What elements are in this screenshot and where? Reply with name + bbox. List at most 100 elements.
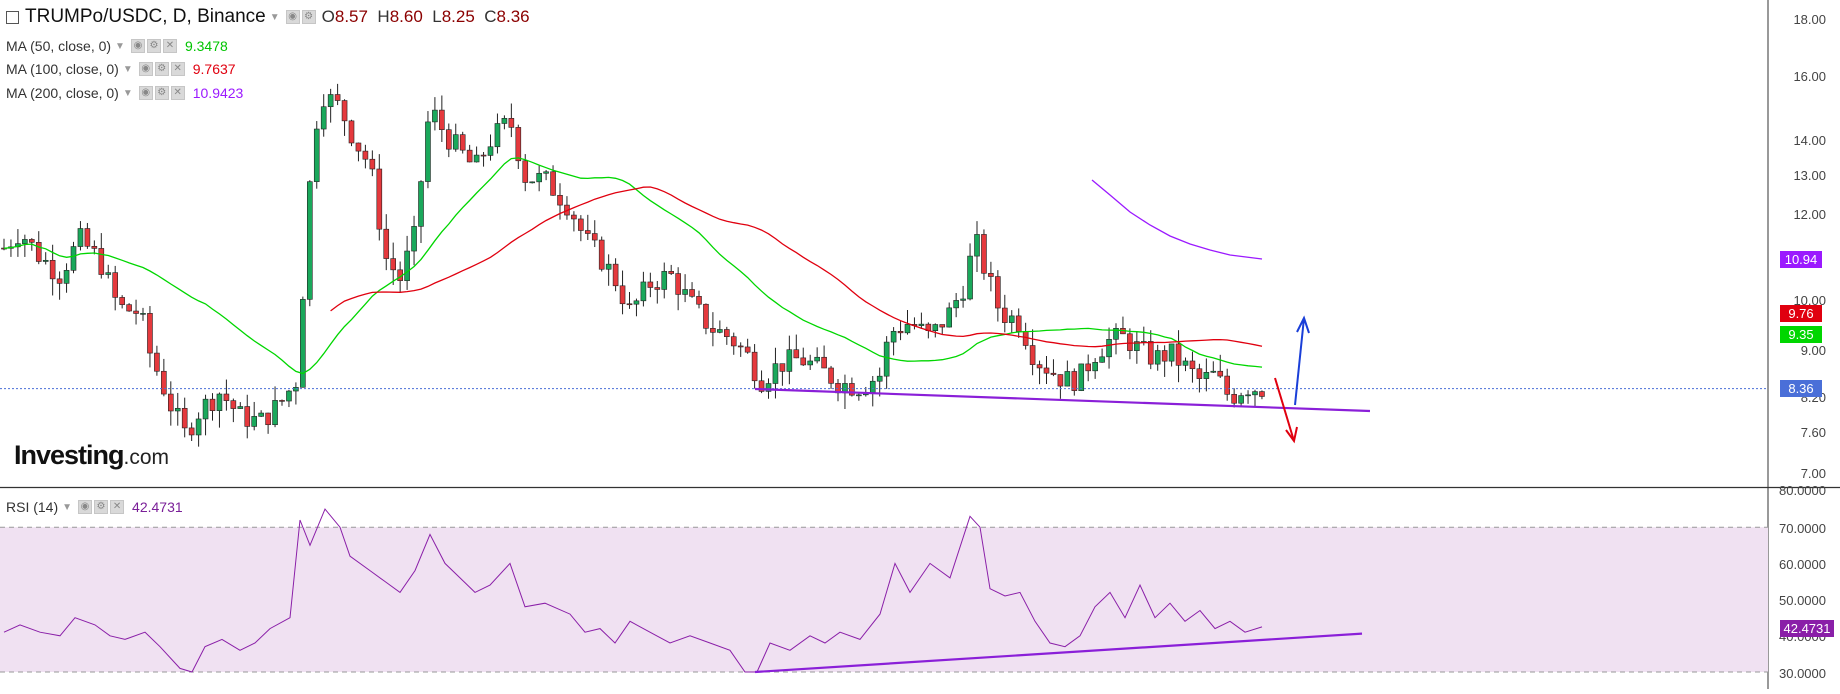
rsi-tick: 70.0000 bbox=[1779, 521, 1826, 536]
visibility-icon[interactable]: ◉ bbox=[130, 39, 145, 53]
candle-body bbox=[272, 400, 278, 426]
close-icon[interactable]: ✕ bbox=[170, 62, 185, 76]
ma50-label[interactable]: MA (50, close, 0) bbox=[6, 38, 112, 54]
candle-body bbox=[584, 230, 591, 234]
candle-body bbox=[814, 356, 820, 362]
chevron-down-icon[interactable]: ▼ bbox=[122, 63, 133, 75]
candle-body bbox=[612, 263, 619, 287]
candle-body bbox=[91, 245, 98, 249]
candle-body bbox=[668, 271, 675, 274]
candle-body bbox=[856, 394, 862, 397]
candle-body bbox=[793, 349, 800, 359]
candle-body bbox=[988, 272, 994, 277]
candle-body bbox=[876, 375, 883, 382]
rsi-legend: RSI (14) ▼ ◉ ⚙ ✕ 42.4731 bbox=[6, 499, 183, 515]
rsi-line bbox=[3, 508, 1263, 673]
candle-body bbox=[1189, 360, 1196, 370]
candle-body bbox=[786, 349, 793, 372]
rsi-tick: 60.0000 bbox=[1779, 557, 1826, 572]
chevron-down-icon[interactable]: ▼ bbox=[115, 40, 125, 52]
candle-body bbox=[355, 142, 362, 152]
close-icon[interactable]: ✕ bbox=[170, 86, 185, 100]
candle-body bbox=[202, 398, 209, 420]
candle-body bbox=[1022, 331, 1029, 346]
candle-body bbox=[445, 129, 452, 150]
rsi-tick: 30.0000 bbox=[1779, 666, 1826, 681]
close-icon[interactable]: ✕ bbox=[110, 500, 125, 514]
candle-body bbox=[439, 109, 445, 130]
candle-body bbox=[571, 214, 577, 220]
visibility-icon[interactable]: ◉ bbox=[138, 62, 153, 76]
candle-body bbox=[161, 370, 167, 395]
candle-body bbox=[1134, 341, 1140, 351]
candle-body bbox=[661, 271, 668, 290]
gear-icon[interactable]: ⚙ bbox=[154, 62, 169, 76]
candle-body bbox=[1154, 350, 1161, 365]
gear-icon[interactable]: ⚙ bbox=[154, 86, 169, 100]
candle-body bbox=[188, 427, 195, 436]
price-tick: 12.00 bbox=[1793, 207, 1826, 222]
candle-body bbox=[42, 259, 49, 262]
collapse-icon[interactable] bbox=[6, 10, 19, 24]
candle-body bbox=[869, 380, 876, 393]
candle-body bbox=[1106, 339, 1112, 358]
ohlc-readout: O8.57 H8.60 L8.25 C8.36 bbox=[322, 7, 530, 27]
candle-body bbox=[605, 263, 612, 270]
gear-icon[interactable]: ⚙ bbox=[94, 500, 109, 514]
chevron-down-icon[interactable]: ▼ bbox=[269, 11, 280, 23]
close-icon[interactable]: ✕ bbox=[162, 39, 177, 53]
candle-body bbox=[654, 287, 661, 290]
candle-body bbox=[466, 149, 473, 163]
candle-body bbox=[300, 299, 306, 388]
candle-body bbox=[1217, 370, 1224, 377]
ma100-legend: MA (100, close, 0) ▼ ◉ ⚙ ✕ 9.7637 bbox=[6, 61, 236, 77]
candle-body bbox=[425, 121, 431, 182]
chevron-down-icon[interactable]: ▼ bbox=[122, 87, 133, 99]
candle-body bbox=[195, 418, 202, 436]
high-label: H bbox=[377, 7, 390, 26]
candle-body bbox=[1078, 363, 1085, 391]
close-value: 8.36 bbox=[496, 7, 530, 26]
gear-icon[interactable]: ⚙ bbox=[301, 10, 316, 24]
ma100-label[interactable]: MA (100, close, 0) bbox=[6, 61, 119, 77]
chevron-down-icon[interactable]: ▼ bbox=[62, 501, 73, 513]
main-legend: TRUMPo/USDC, D, Binance ▼ ◉ ⚙ O8.57 H8.60… bbox=[6, 6, 540, 28]
ma50-value: 9.3478 bbox=[184, 38, 228, 54]
candle-body bbox=[140, 313, 146, 315]
candle-body bbox=[890, 330, 897, 343]
open-value: 8.57 bbox=[334, 7, 368, 26]
candle-body bbox=[487, 146, 494, 156]
investing-logo: Investing.com bbox=[14, 440, 169, 471]
candle-body bbox=[1245, 394, 1251, 397]
candle-body bbox=[1085, 363, 1091, 372]
candle-body bbox=[626, 303, 633, 306]
symbol-title[interactable]: TRUMPo/USDC, D, Binance bbox=[25, 6, 266, 27]
ma200-label[interactable]: MA (200, close, 0) bbox=[6, 85, 119, 101]
up-arrow-shaft bbox=[1294, 317, 1305, 406]
candle-body bbox=[56, 278, 63, 284]
candle-body bbox=[265, 412, 271, 426]
candle-body bbox=[1071, 371, 1078, 391]
candle-body bbox=[640, 281, 647, 302]
ma200-line bbox=[1091, 179, 1263, 260]
rsi-label[interactable]: RSI (14) bbox=[6, 499, 59, 515]
candle-body bbox=[515, 127, 522, 162]
rsi-tick: 50.0000 bbox=[1779, 593, 1826, 608]
candle-body bbox=[35, 242, 42, 262]
price-tick: 9.00 bbox=[1800, 343, 1826, 358]
candle-body bbox=[126, 304, 132, 312]
legend-controls: ◉ ⚙ bbox=[285, 10, 316, 24]
candle-body bbox=[557, 195, 563, 206]
visibility-icon[interactable]: ◉ bbox=[138, 86, 153, 100]
candle-body bbox=[849, 383, 855, 396]
legend-controls: ◉ ⚙ ✕ bbox=[138, 62, 185, 76]
visibility-icon[interactable]: ◉ bbox=[285, 10, 300, 24]
visibility-icon[interactable]: ◉ bbox=[78, 500, 93, 514]
candle-body bbox=[779, 363, 786, 372]
candle-body bbox=[730, 336, 737, 347]
candle-body bbox=[223, 393, 230, 401]
candle-body bbox=[1196, 368, 1203, 379]
gear-icon[interactable]: ⚙ bbox=[146, 39, 161, 53]
support-trendline bbox=[754, 387, 1371, 413]
